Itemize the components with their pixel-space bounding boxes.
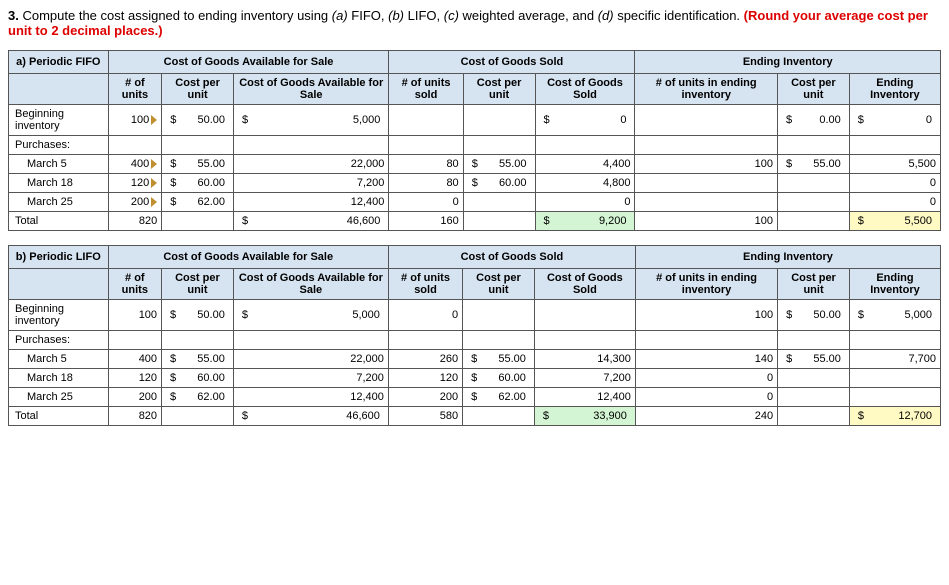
fifo-table: a) Periodic FIFO Cost of Goods Available… xyxy=(8,50,941,231)
lifo-table: b) Periodic LIFO Cost of Goods Available… xyxy=(8,245,941,426)
table-row: Beginning inventory 100 $50.00 $5,000 0 … xyxy=(9,300,941,331)
question-prompt: 3. Compute the cost assigned to ending i… xyxy=(8,8,941,38)
table-row: March 18 120 $60.00 7,200 120 $60.00 7,2… xyxy=(9,369,941,388)
table-row: March 25 200 $62.00 12,400 200 $62.00 12… xyxy=(9,388,941,407)
flag-icon xyxy=(151,159,157,169)
q-num: 3. xyxy=(8,8,19,23)
table-row: March 25 200 $62.00 12,400 0 0 0 xyxy=(9,193,941,212)
fifo-title: a) Periodic FIFO xyxy=(9,51,109,74)
table-row: Total 820 $46,600 160 $9,200 100 $5,500 xyxy=(9,212,941,231)
flag-icon xyxy=(151,115,157,125)
table-row: Purchases: xyxy=(9,331,941,350)
table-row: March 5 400 $55.00 22,000 80 $55.00 4,40… xyxy=(9,155,941,174)
table-row: Total 820 $46,600 580 $33,900 240 $12,70… xyxy=(9,407,941,426)
table-row: Purchases: xyxy=(9,136,941,155)
lifo-title: b) Periodic LIFO xyxy=(9,246,109,269)
table-row: March 5 400 $55.00 22,000 260 $55.00 14,… xyxy=(9,350,941,369)
flag-icon xyxy=(151,197,157,207)
table-row: March 18 120 $60.00 7,200 80 $60.00 4,80… xyxy=(9,174,941,193)
table-row: Beginning inventory 100 $50.00 $5,000 $0… xyxy=(9,105,941,136)
flag-icon xyxy=(151,178,157,188)
